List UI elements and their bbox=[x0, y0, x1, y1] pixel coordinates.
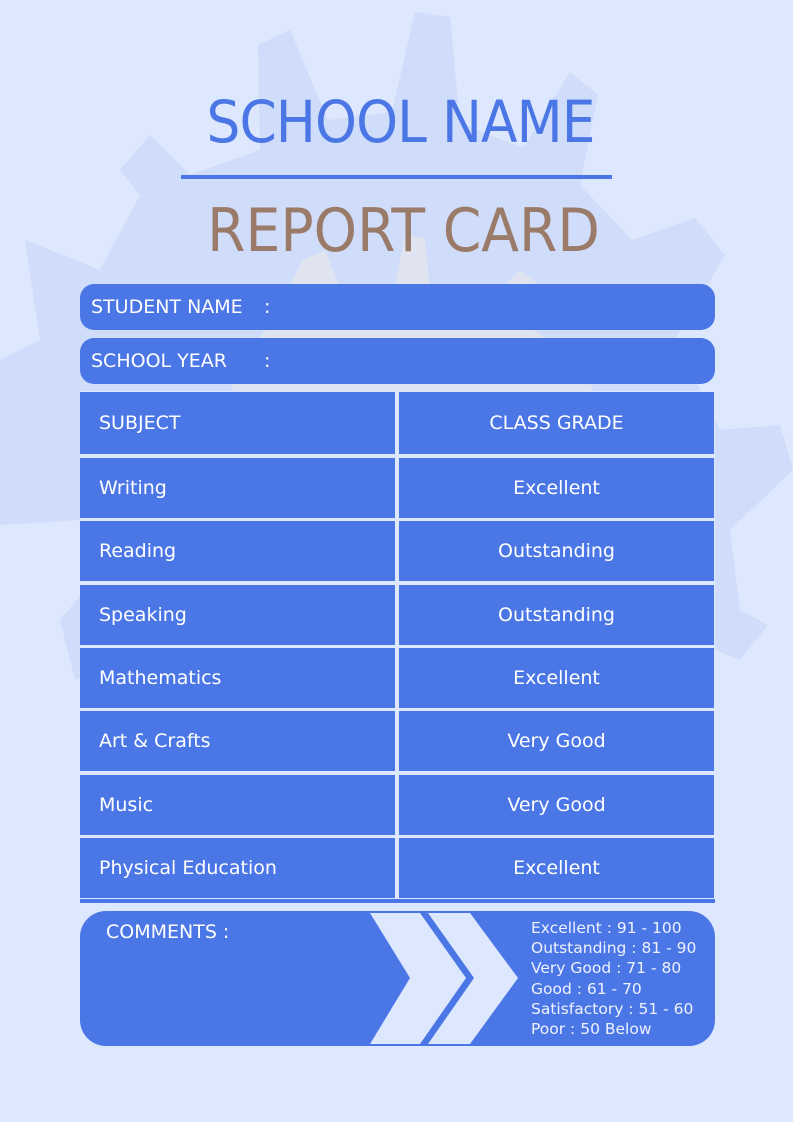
scale-item: Poor : 50 Below bbox=[531, 1020, 652, 1039]
table-bottom-border bbox=[80, 899, 715, 903]
grade-cell: Excellent bbox=[399, 458, 714, 518]
header-class-grade: CLASS GRADE bbox=[399, 392, 714, 454]
chevron-arrows-icon bbox=[370, 913, 518, 1044]
separator: : bbox=[264, 296, 271, 318]
student-name-label: STUDENT NAME bbox=[91, 296, 243, 318]
grade-cell: Very Good bbox=[399, 774, 714, 835]
subject-cell: Music bbox=[80, 774, 395, 835]
separator: : bbox=[264, 350, 271, 372]
grades-table: SUBJECT CLASS GRADE Writing Excellent Read… bbox=[80, 391, 715, 903]
subject-cell: Mathematics bbox=[80, 647, 395, 708]
header-subject: SUBJECT bbox=[80, 392, 395, 454]
subject-cell: Physical Education bbox=[80, 837, 395, 898]
grade-cell: Excellent bbox=[399, 837, 714, 898]
scale-item: Satisfactory : 51 - 60 bbox=[531, 999, 694, 1018]
school-year-label: SCHOOL YEAR bbox=[91, 350, 227, 372]
student-name-field[interactable]: STUDENT NAME : bbox=[80, 284, 715, 330]
title-divider bbox=[181, 175, 612, 179]
scale-item: Excellent : 91 - 100 bbox=[531, 919, 682, 937]
grade-scale: Excellent : 91 - 100 Outstanding : 81 - … bbox=[531, 918, 696, 1039]
school-year-field[interactable]: SCHOOL YEAR : bbox=[80, 338, 715, 384]
grade-cell: Very Good bbox=[399, 711, 714, 772]
school-name: SCHOOL NAME bbox=[206, 88, 595, 156]
subject-cell: Speaking bbox=[80, 584, 395, 645]
subject-cell: Writing bbox=[80, 458, 395, 518]
grade-cell: Outstanding bbox=[399, 584, 714, 645]
subject-cell: Reading bbox=[80, 521, 395, 582]
report-card-title: REPORT CARD bbox=[207, 196, 600, 266]
subject-cell: Art & Crafts bbox=[80, 711, 395, 772]
scale-item: Good : 61 - 70 bbox=[531, 979, 642, 998]
scale-item: Outstanding : 81 - 90 bbox=[531, 939, 697, 958]
grade-cell: Outstanding bbox=[399, 521, 714, 582]
comments-box: COMMENTS : Excellent : 91 - 100 Outstand… bbox=[80, 911, 715, 1046]
comments-label: COMMENTS : bbox=[106, 921, 230, 943]
grade-cell: Excellent bbox=[399, 647, 714, 708]
scale-item: Very Good : 71 - 80 bbox=[531, 959, 682, 978]
